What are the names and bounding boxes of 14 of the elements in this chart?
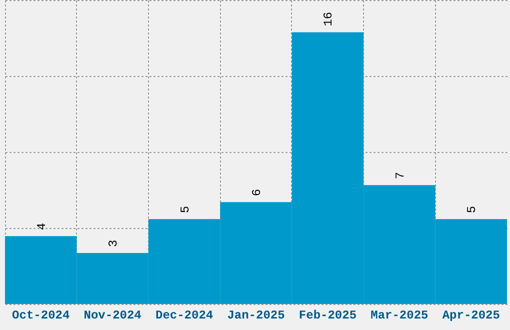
x-tick-label: Apr-2025 — [442, 308, 500, 322]
data-label: 4 — [34, 222, 49, 230]
x-tick-label: Mar-2025 — [370, 308, 428, 322]
x-tick-label: Feb-2025 — [298, 308, 357, 322]
data-label: 6 — [250, 188, 264, 196]
data-label: 5 — [178, 206, 192, 214]
data-label: 16 — [322, 12, 336, 26]
x-tick-label: Jan-2025 — [227, 308, 285, 322]
data-label: 5 — [465, 206, 480, 214]
x-tick-label: Oct-2024 — [12, 308, 70, 322]
x-tick-label: Nov-2024 — [84, 308, 142, 322]
data-label: 7 — [393, 172, 408, 180]
data-label: 3 — [106, 240, 121, 248]
x-tick-label: Dec-2024 — [155, 308, 214, 322]
